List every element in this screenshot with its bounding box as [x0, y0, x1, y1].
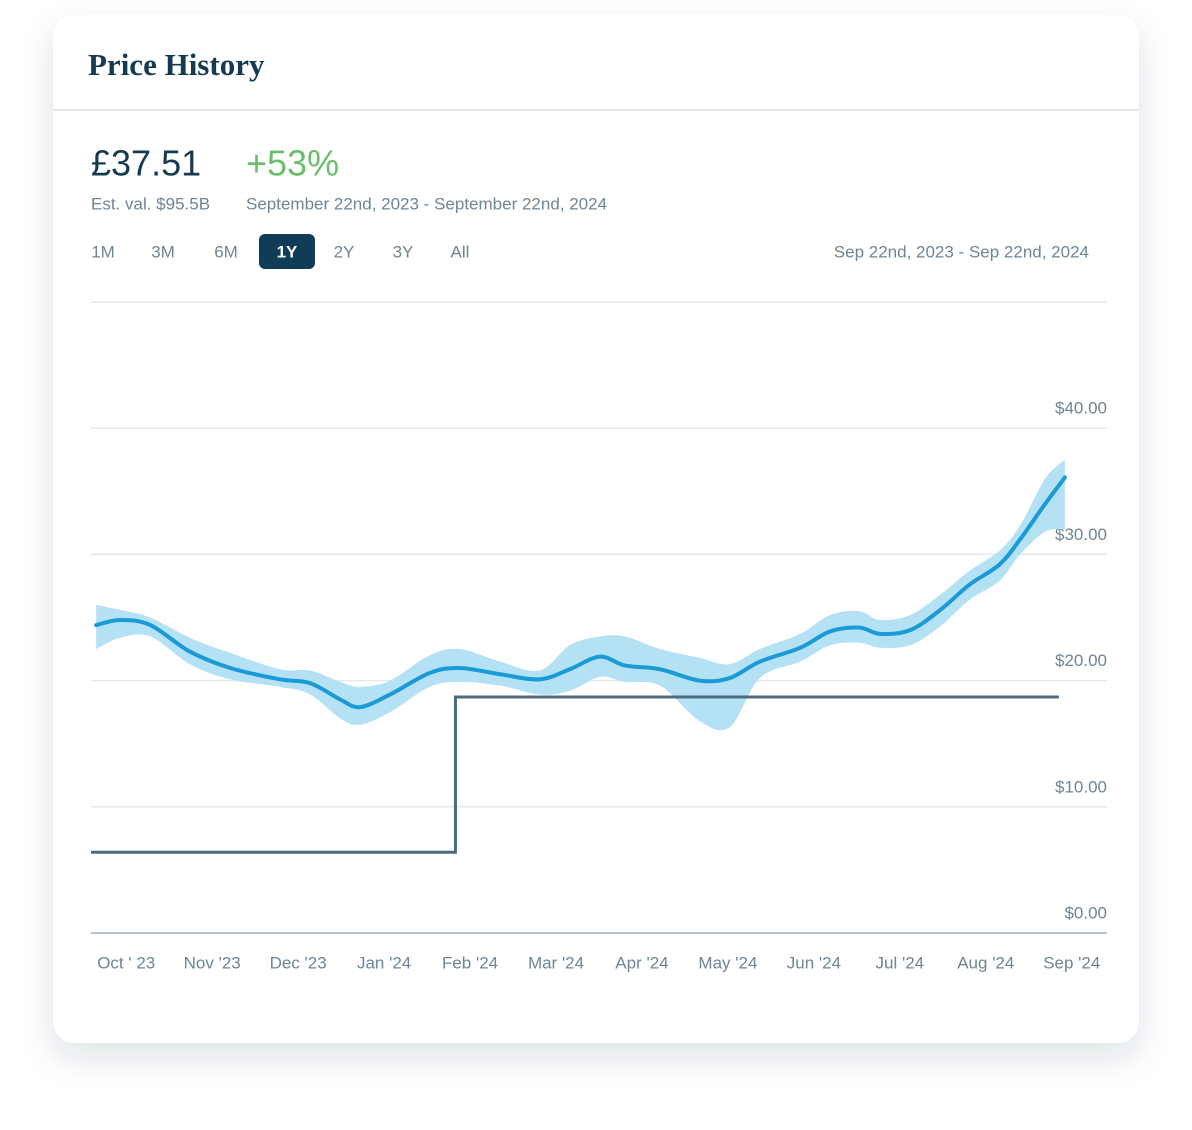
- period: September 22nd, 2023 - September 22nd, 2…: [246, 194, 607, 213]
- plot: $0.00 $10.00 $20.00 $30.00 $40.00 Oct ' 23 Nov…: [91, 301, 1107, 972]
- x-tick-label: Nov '23: [184, 953, 241, 972]
- card: [53, 15, 1139, 1043]
- y-tick-label: $0.00: [1064, 903, 1107, 922]
- y-tick-label: $30.00: [1055, 525, 1107, 544]
- x-tick-label: Jul '24: [876, 953, 925, 972]
- range-label: Sep 22nd, 2023 - Sep 22nd, 2024: [834, 242, 1089, 261]
- price: £37.51: [91, 143, 201, 184]
- x-tick-label: Aug '24: [957, 953, 1014, 972]
- x-tick-label: Sep '24: [1043, 953, 1100, 972]
- price-change: +53%: [246, 143, 339, 184]
- range-button[interactable]: 3M: [151, 242, 175, 261]
- range-button[interactable]: 2Y: [334, 242, 355, 261]
- x-tick-label: Jan '24: [357, 953, 411, 972]
- range-button[interactable]: 1Y: [277, 242, 298, 261]
- range-button[interactable]: All: [451, 242, 470, 261]
- step-line: [91, 695, 1059, 854]
- range-band: [96, 459, 1065, 731]
- x-tick-label: Dec '23: [270, 953, 327, 972]
- x-tick-label: Apr '24: [615, 953, 668, 972]
- x-tick-label: Oct ' 23: [97, 953, 155, 972]
- x-tick-label: Feb '24: [442, 953, 498, 972]
- range-button[interactable]: 1M: [91, 242, 115, 261]
- x-tick-label: May '24: [698, 953, 757, 972]
- price-line: [94, 475, 1067, 710]
- y-tick-label: $10.00: [1055, 777, 1107, 796]
- active-button-bg: [259, 234, 315, 269]
- estimated-value: Est. val. $95.5B: [91, 194, 210, 213]
- range-buttons: 1M 3M 6M 1Y 2Y 3Y All: [91, 234, 469, 269]
- y-tick-label: $20.00: [1055, 651, 1107, 670]
- x-tick-label: Mar '24: [528, 953, 584, 972]
- card-title: Price History: [88, 47, 265, 82]
- range-button[interactable]: 3Y: [393, 242, 414, 261]
- x-tick-label: Jun '24: [787, 953, 841, 972]
- range-button[interactable]: 6M: [214, 242, 238, 261]
- y-tick-label: $40.00: [1055, 399, 1107, 418]
